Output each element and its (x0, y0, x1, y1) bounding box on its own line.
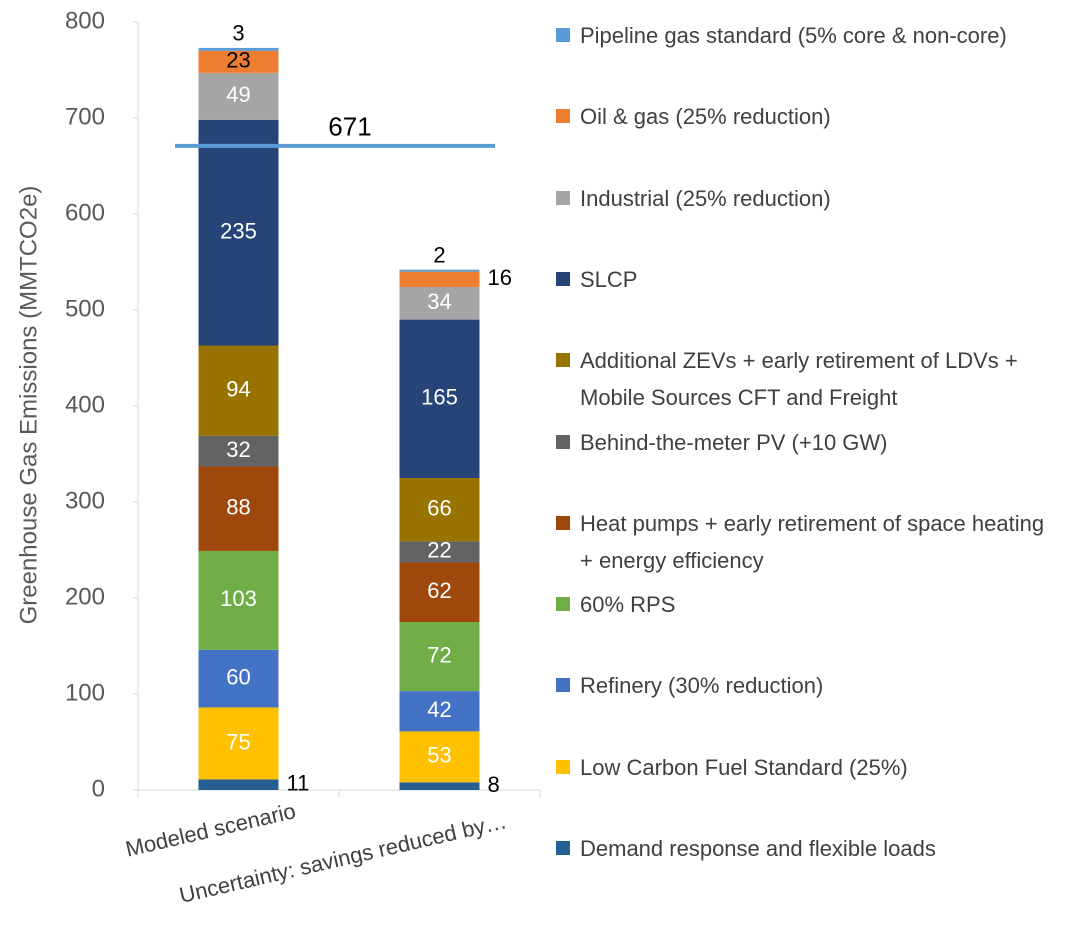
legend-item: Behind-the-meter PV (+10 GW) (556, 424, 1061, 461)
data-label: 22 (427, 538, 451, 563)
data-label: 62 (427, 578, 451, 603)
legend-item: Demand response and flexible loads (556, 830, 1061, 867)
data-label: 60 (226, 664, 250, 689)
legend-item: SLCP (556, 261, 1061, 298)
legend-label: Industrial (25% reduction) (580, 185, 831, 211)
legend-item: Pipeline gas standard (5% core & non-cor… (556, 17, 1061, 54)
legend-swatch (556, 515, 570, 530)
y-axis-label: Greenhouse Gas Emissions (MMTCO2e) (15, 186, 42, 625)
y-tick-label: 600 (65, 199, 105, 226)
data-label: 2 (433, 242, 445, 267)
data-label: 3 (232, 21, 244, 46)
data-label: 75 (226, 729, 250, 754)
legend-swatch (556, 28, 570, 42)
data-label: 34 (427, 289, 451, 314)
legend-item: Refinery (30% reduction) (556, 667, 1061, 704)
legend-item: 60% RPS (556, 586, 1061, 623)
legend-label: Refinery (30% reduction) (580, 673, 824, 699)
bar-segment (399, 622, 480, 692)
data-label: 42 (427, 697, 451, 722)
legend-swatch (556, 597, 570, 612)
legend-swatch (556, 841, 570, 855)
bar-segment (198, 345, 279, 436)
data-label: 88 (226, 495, 250, 520)
bar-segment (198, 119, 279, 346)
bar-segment (399, 319, 480, 478)
legend-label: Low Carbon Fuel Standard (25%) (580, 754, 908, 780)
y-tick-label: 800 (65, 7, 105, 34)
data-label: 53 (427, 743, 451, 768)
legend-swatch (556, 434, 570, 449)
legend-item: Heat pumps + early retirement of space h… (556, 505, 1061, 579)
bar-segment (399, 562, 480, 622)
y-tick-label: 400 (65, 391, 105, 418)
bar-segment (399, 782, 480, 790)
bar-segment (399, 286, 480, 320)
bar-segment (198, 435, 279, 467)
y-tick-label: 200 (65, 583, 105, 610)
data-label: 11 (287, 771, 310, 796)
legend-label: SLCP (580, 266, 638, 292)
bar-segment (399, 478, 480, 542)
y-tick-label: 0 (92, 775, 105, 802)
data-label: 23 (226, 48, 250, 73)
data-label: 66 (427, 495, 451, 520)
legend-label: Demand response and flexible loads (580, 836, 936, 861)
bar-segment (198, 50, 279, 73)
legend-label: Pipeline gas standard (5% core & non-cor… (580, 23, 1007, 48)
legend-label: Heat pumps + early retirement of space h… (580, 510, 1045, 573)
bar-segment (198, 707, 279, 780)
data-label: 165 (421, 385, 458, 410)
legend-item: Additional ZEVs + early retirement of LD… (556, 342, 1061, 416)
y-tick-label: 500 (65, 295, 105, 322)
bar-segment (399, 269, 480, 272)
data-label: 103 (220, 586, 257, 611)
legend-swatch (556, 353, 570, 368)
data-label: 235 (220, 219, 257, 244)
data-label: 49 (226, 82, 250, 107)
bar-segment (399, 541, 480, 563)
bar-segment (198, 72, 279, 120)
bar-segment (399, 731, 480, 783)
legend-swatch (556, 190, 570, 205)
data-label: 72 (427, 642, 451, 667)
bar-segment (399, 691, 480, 732)
legend-label: Oil & gas (25% reduction) (580, 104, 831, 130)
legend-item: Low Carbon Fuel Standard (25%) (556, 749, 1061, 786)
bar-segment (198, 466, 279, 551)
bar-segment (399, 271, 480, 287)
legend-item: Industrial (25% reduction) (556, 180, 1061, 217)
reference-label: 671 (328, 112, 371, 142)
legend-label: Additional ZEVs + early retirement of LD… (580, 348, 1018, 411)
x-tick-label: Modeled scenario (123, 798, 298, 861)
legend-label: Behind-the-meter PV (+10 GW) (580, 429, 888, 455)
y-tick-label: 300 (65, 487, 105, 514)
bar-segment (198, 779, 279, 790)
legend-swatch (556, 109, 570, 124)
legend-swatch (556, 678, 570, 693)
legend-swatch (556, 271, 570, 286)
y-tick-label: 700 (65, 103, 105, 130)
data-label: 8 (488, 772, 500, 797)
bar-segment (198, 550, 279, 650)
data-label: 94 (226, 376, 250, 401)
legend-swatch (556, 759, 570, 774)
y-tick-label: 100 (65, 679, 105, 706)
legend-item: Oil & gas (25% reduction) (556, 98, 1061, 135)
data-label: 16 (488, 265, 512, 290)
bar-segment (198, 47, 279, 51)
bar-segment (198, 649, 279, 708)
data-label: 32 (226, 437, 250, 462)
legend-label: 60% RPS (580, 592, 676, 618)
